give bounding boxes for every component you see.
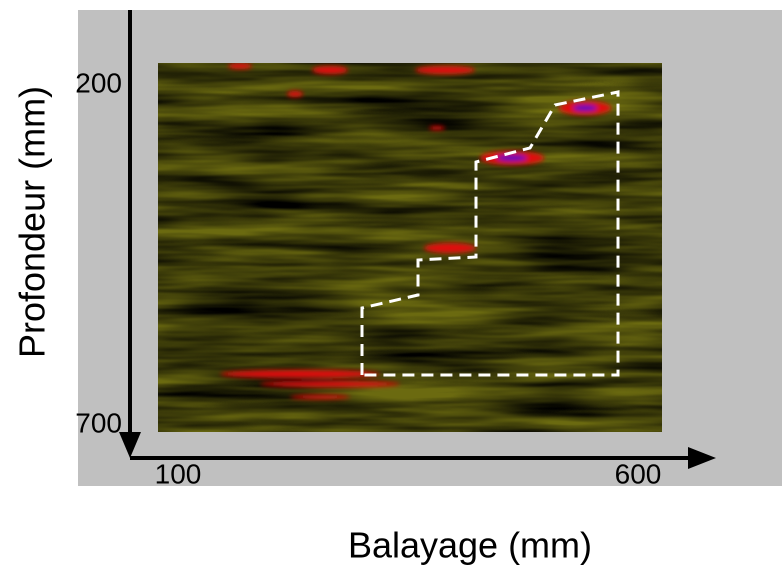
y-tick-label: 200 xyxy=(75,67,122,98)
x-axis-arrow xyxy=(688,447,716,469)
region-outline xyxy=(360,90,620,377)
x-tick-label: 600 xyxy=(615,458,662,489)
scan-image xyxy=(158,63,662,432)
y-axis-label: Profondeur (mm) xyxy=(12,86,53,358)
y-tick-label: 700 xyxy=(75,407,122,438)
x-tick-label: 100 xyxy=(155,458,202,489)
y-axis-arrow xyxy=(119,432,141,458)
x-axis-label: Balayage (mm) xyxy=(348,525,592,566)
